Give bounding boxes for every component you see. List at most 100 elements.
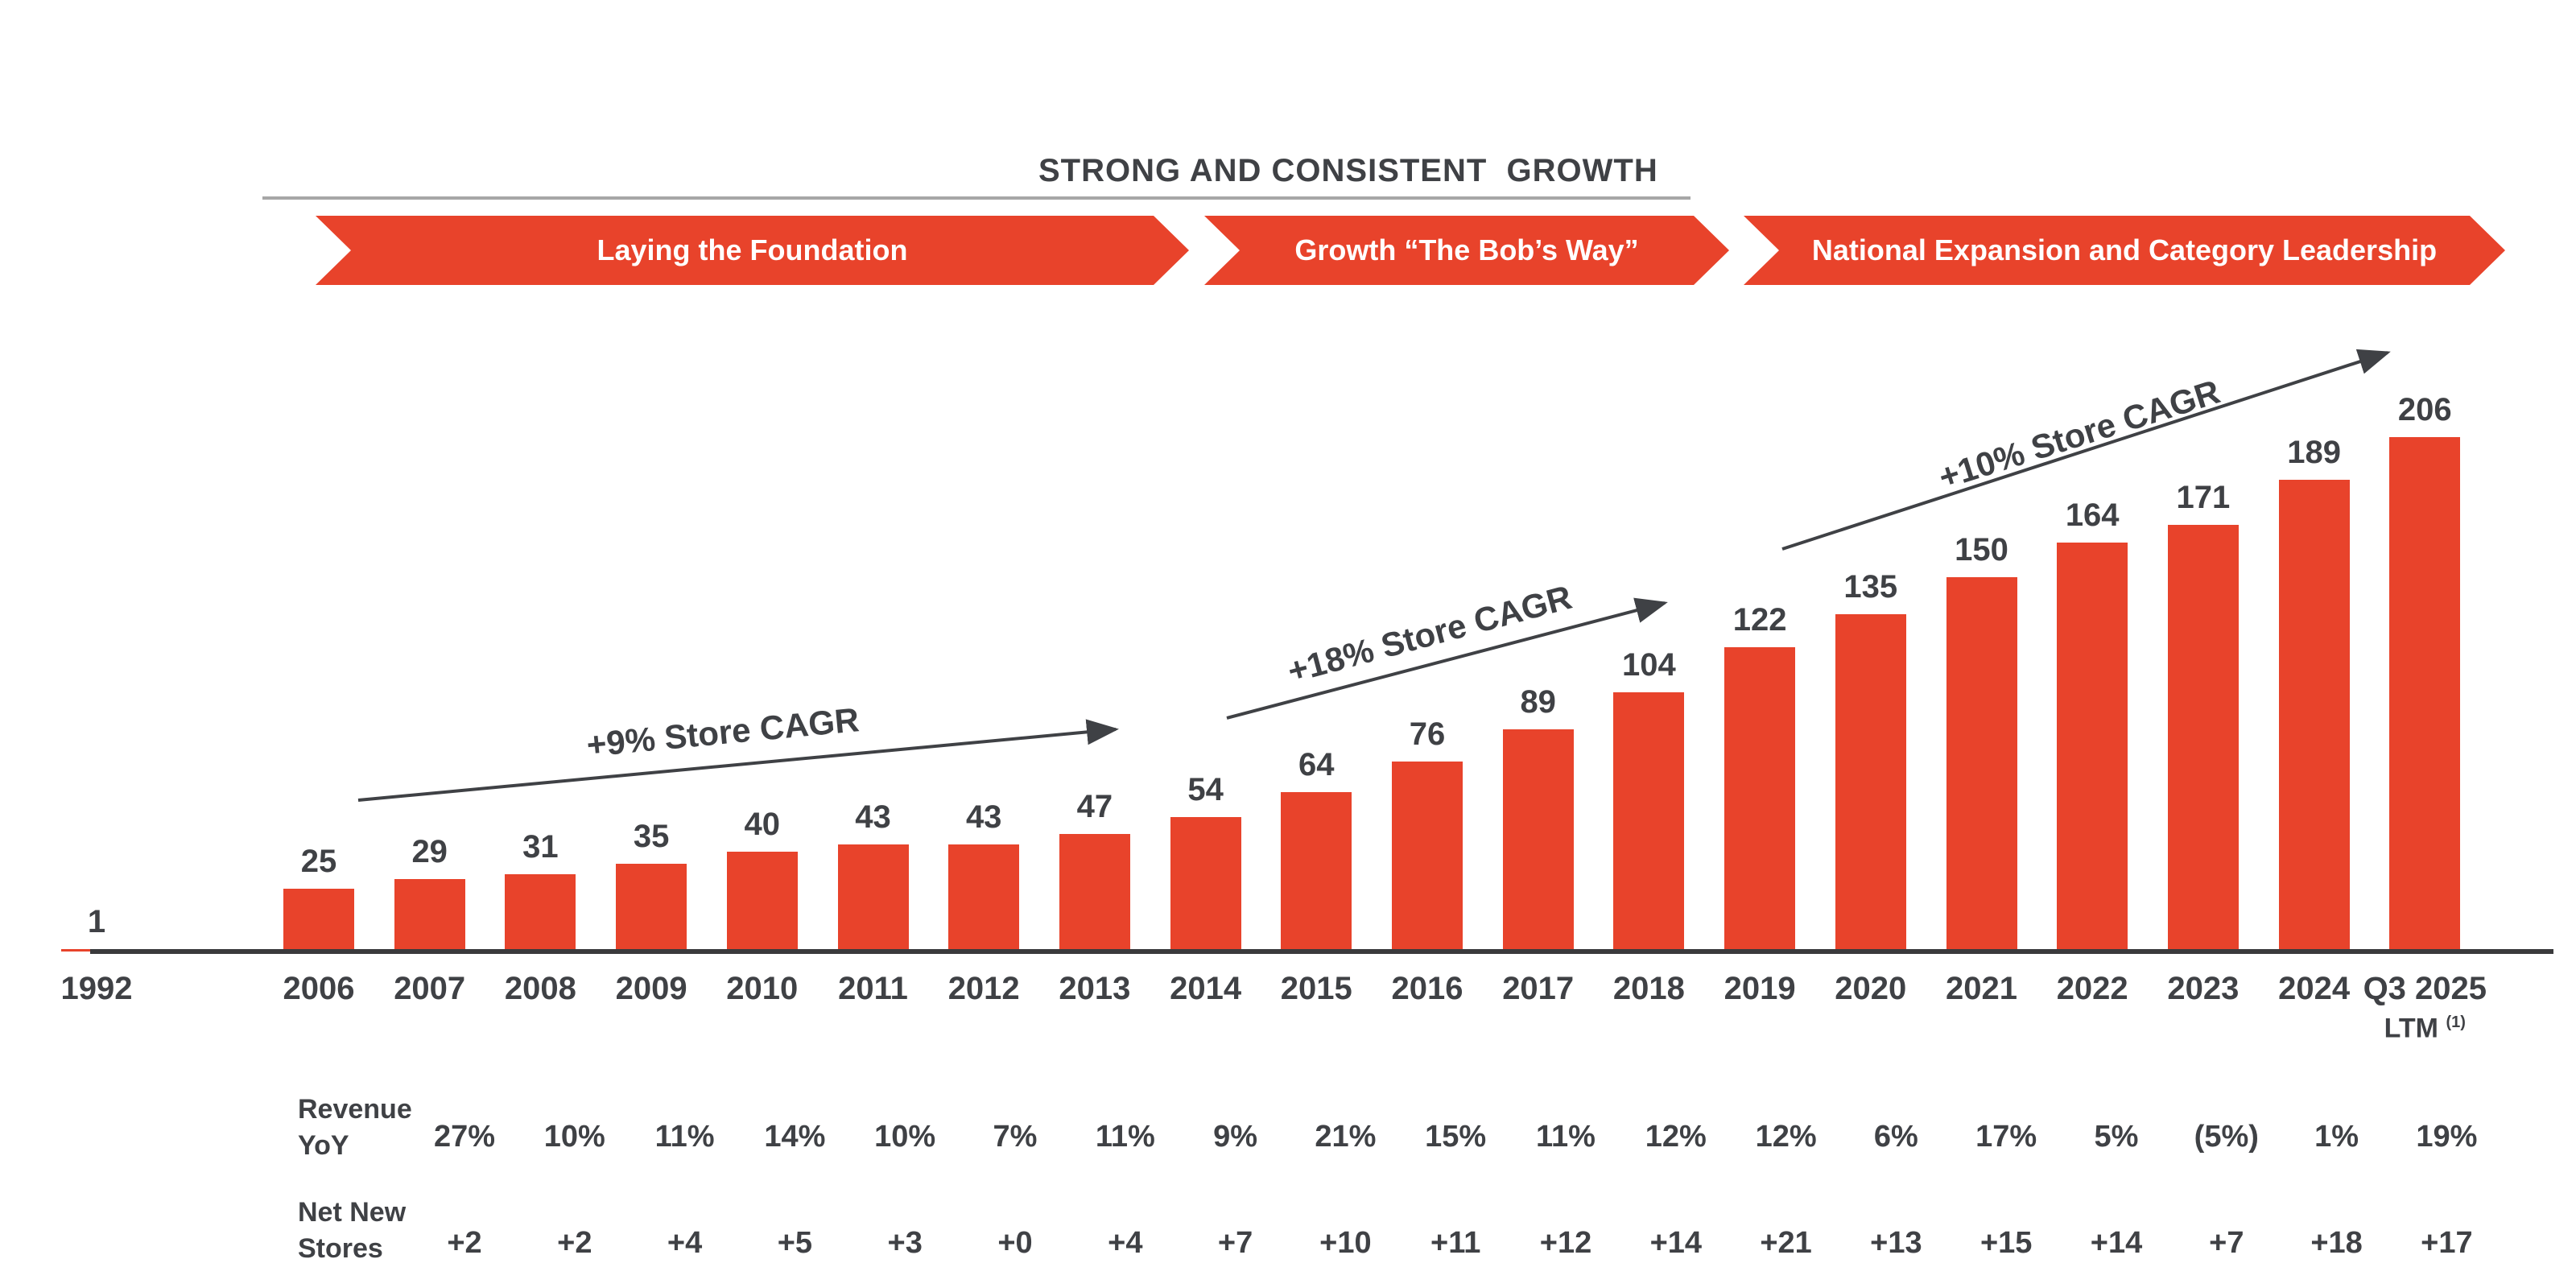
phase-banner-label: Laying the Foundation — [597, 233, 908, 266]
bar-value-label: 43 — [855, 799, 891, 835]
net-new-stores-value: +14 — [1649, 1226, 1703, 1260]
bar-2020 — [1835, 614, 1906, 952]
revenue-yoy-value: 19% — [2416, 1120, 2478, 1154]
net-new-stores-value: +3 — [887, 1226, 923, 1260]
revenue-yoy-value: 1% — [2314, 1120, 2359, 1154]
bar-2018 — [1613, 692, 1685, 952]
x-axis-label-2022: 2022 — [2056, 971, 2128, 1006]
x-axis-label-2016: 2016 — [1391, 971, 1463, 1006]
table-row-label-line: Net New — [298, 1197, 407, 1228]
x-axis-label-2018: 2018 — [1612, 971, 1685, 1006]
bar-value-label: 89 — [1520, 684, 1556, 720]
bar-value-label: 40 — [744, 807, 781, 842]
net-new-stores-value: +17 — [2421, 1226, 2473, 1260]
net-new-stores-value: +2 — [447, 1226, 482, 1260]
bar-value-label: 171 — [2176, 480, 2231, 515]
x-axis-label-2019: 2019 — [1724, 971, 1796, 1006]
table-row-label-line: Stores — [298, 1233, 383, 1264]
x-axis-label-2006: 2006 — [283, 971, 355, 1006]
x-axis-label-2020: 2020 — [1835, 971, 1907, 1006]
x-axis-label-2007: 2007 — [394, 971, 466, 1006]
revenue-yoy-value: 10% — [543, 1120, 605, 1154]
x-axis-label-2014: 2014 — [1170, 971, 1242, 1006]
revenue-yoy-value: 5% — [2094, 1120, 2139, 1154]
bar-value-label: 164 — [2065, 497, 2120, 533]
bar-2021 — [1946, 577, 2017, 952]
bar-value-label: 135 — [1843, 569, 1898, 605]
phase-banner-label: National Expansion and Category Leadersh… — [1811, 233, 2438, 266]
bar-q3-2025 — [2389, 437, 2461, 952]
net-new-stores-value: +15 — [1979, 1226, 2033, 1260]
x-axis-label-2011: 2011 — [838, 971, 908, 1006]
bar-2016 — [1392, 762, 1463, 952]
revenue-yoy-value: 11% — [1095, 1120, 1155, 1154]
table-row-label-line: YoY — [298, 1130, 349, 1161]
phase-banner-label: Growth “The Bob’s Way” — [1294, 233, 1639, 266]
revenue-yoy-value: 7% — [993, 1120, 1038, 1154]
net-new-stores-value: +7 — [2209, 1226, 2244, 1260]
phase-banner-growth-the-bobs-way: Growth “The Bob’s Way” — [1204, 216, 1729, 285]
bar-2007 — [394, 879, 465, 952]
bar-value-label: 1 — [87, 904, 106, 939]
x-axis-label-2021: 2021 — [1946, 971, 2017, 1006]
bar-value-label: 43 — [965, 799, 1002, 835]
cagr-annotation-9pct: +9% Store CAGR — [584, 700, 861, 764]
bar-value-label: 104 — [1622, 647, 1676, 683]
net-new-stores-value: +13 — [1870, 1226, 1922, 1260]
net-new-stores-value: +18 — [2310, 1226, 2363, 1260]
x-axis-label-2023: 2023 — [2167, 971, 2240, 1006]
x-axis-label-2017: 2017 — [1502, 971, 1575, 1006]
net-new-stores-value: +0 — [997, 1226, 1033, 1260]
revenue-yoy-value: 6% — [1873, 1120, 1918, 1154]
net-new-stores-value: +10 — [1319, 1226, 1372, 1260]
bar-value-label: 31 — [522, 829, 559, 865]
table-row-label-net-new-stores: Net New Stores — [298, 1195, 406, 1267]
x-axis-label-2012: 2012 — [947, 971, 1020, 1006]
bar-value-label: 189 — [2287, 435, 2341, 470]
bar-2011 — [837, 844, 909, 952]
bar-value-label: 47 — [1076, 789, 1113, 824]
revenue-yoy-value: 11% — [654, 1120, 715, 1154]
bar-2023 — [2167, 525, 2239, 952]
bar-2010 — [726, 852, 798, 952]
x-axis-label-ltm-line: LTM (1) — [2344, 1006, 2505, 1044]
bar-2008 — [505, 874, 576, 952]
slide-title: STRONG AND CONSISTENT GROWTH — [1038, 153, 1658, 188]
bar-value-label: 29 — [411, 834, 448, 869]
revenue-yoy-value: 11% — [1536, 1120, 1596, 1154]
bar-2019 — [1724, 647, 1796, 952]
table-row-label-revenue-yoy: Revenue YoY — [298, 1092, 412, 1164]
revenue-yoy-value: 27% — [433, 1120, 496, 1154]
bar-value-label: 206 — [2397, 392, 2452, 427]
bar-2014 — [1170, 817, 1241, 952]
net-new-stores-value: +4 — [667, 1226, 703, 1260]
revenue-yoy-value: 15% — [1425, 1120, 1487, 1154]
net-new-stores-value: +7 — [1217, 1226, 1253, 1260]
x-axis-label-2024: 2024 — [2278, 971, 2351, 1006]
x-axis-label-line: Q3 2025 — [2363, 971, 2487, 1006]
bar-value-label: 64 — [1298, 747, 1335, 782]
bar-value-label: 122 — [1732, 602, 1787, 638]
revenue-yoy-value: 21% — [1315, 1120, 1377, 1154]
bar-value-label: 76 — [1409, 716, 1446, 752]
revenue-yoy-value: 17% — [1975, 1120, 2037, 1154]
net-new-stores-value: +11 — [1430, 1226, 1481, 1260]
bar-2013 — [1059, 834, 1130, 952]
net-new-stores-value: +5 — [777, 1226, 813, 1260]
x-axis-line — [90, 949, 2553, 954]
table-row-label-line: Revenue — [298, 1094, 412, 1125]
net-new-stores-value: +4 — [1108, 1226, 1143, 1260]
x-axis-label-1992: 1992 — [60, 971, 133, 1006]
x-axis-label-2015: 2015 — [1280, 971, 1352, 1006]
x-axis-label-2013: 2013 — [1059, 971, 1131, 1006]
bar-value-label: 25 — [300, 844, 337, 879]
bar-2009 — [616, 864, 687, 952]
bar-2006 — [283, 889, 354, 952]
x-axis-label-q3-2025-ltm: Q3 2025 LTM (1) — [2344, 971, 2505, 1044]
net-new-stores-value: +14 — [2090, 1226, 2143, 1260]
bar-value-label: 150 — [1955, 532, 2008, 568]
bar-2017 — [1502, 729, 1574, 952]
ltm-text: LTM — [2384, 1013, 2439, 1044]
net-new-stores-value: +21 — [1760, 1226, 1812, 1260]
